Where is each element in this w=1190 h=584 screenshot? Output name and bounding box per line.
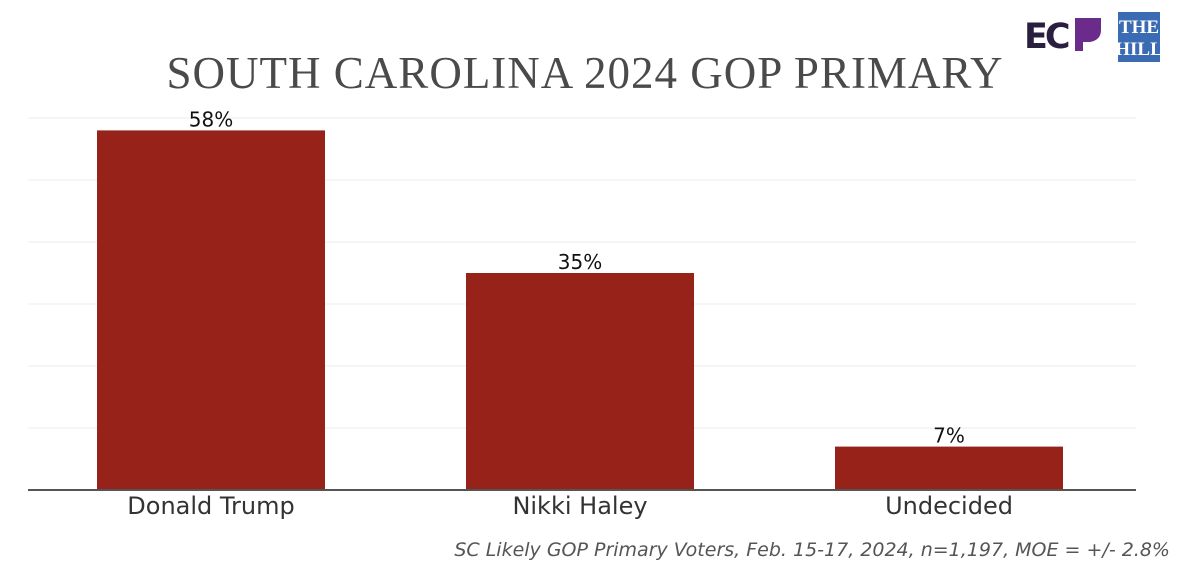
bar xyxy=(835,446,1063,490)
category-label: Undecided xyxy=(885,492,1013,520)
source-note: SC Likely GOP Primary Voters, Feb. 15-17… xyxy=(454,539,1170,561)
bars xyxy=(97,130,1063,490)
bar xyxy=(466,273,694,490)
ecp-logo: EC xyxy=(1024,17,1101,57)
bar xyxy=(97,130,325,490)
the-hill-logo-line2: HILL xyxy=(1115,39,1163,60)
the-hill-logo-bg xyxy=(1118,12,1160,62)
category-label: Nikki Haley xyxy=(512,492,647,520)
bar-value-label: 58% xyxy=(189,107,233,131)
bar-value-label: 35% xyxy=(558,250,602,274)
the-hill-logo: THE HILL xyxy=(1115,12,1163,62)
category-labels: Donald Trump Nikki Haley Undecided xyxy=(127,492,1013,520)
bar-value-label: 7% xyxy=(933,424,965,448)
category-label: Donald Trump xyxy=(127,492,294,520)
chart-title: SOUTH CAROLINA 2024 GOP PRIMARY xyxy=(167,48,1004,98)
the-hill-logo-line1: THE xyxy=(1119,17,1159,38)
ecp-logo-mark xyxy=(1075,18,1101,51)
ecp-logo-text: EC xyxy=(1024,17,1069,57)
data-labels: 58% 35% 7% xyxy=(189,107,965,447)
